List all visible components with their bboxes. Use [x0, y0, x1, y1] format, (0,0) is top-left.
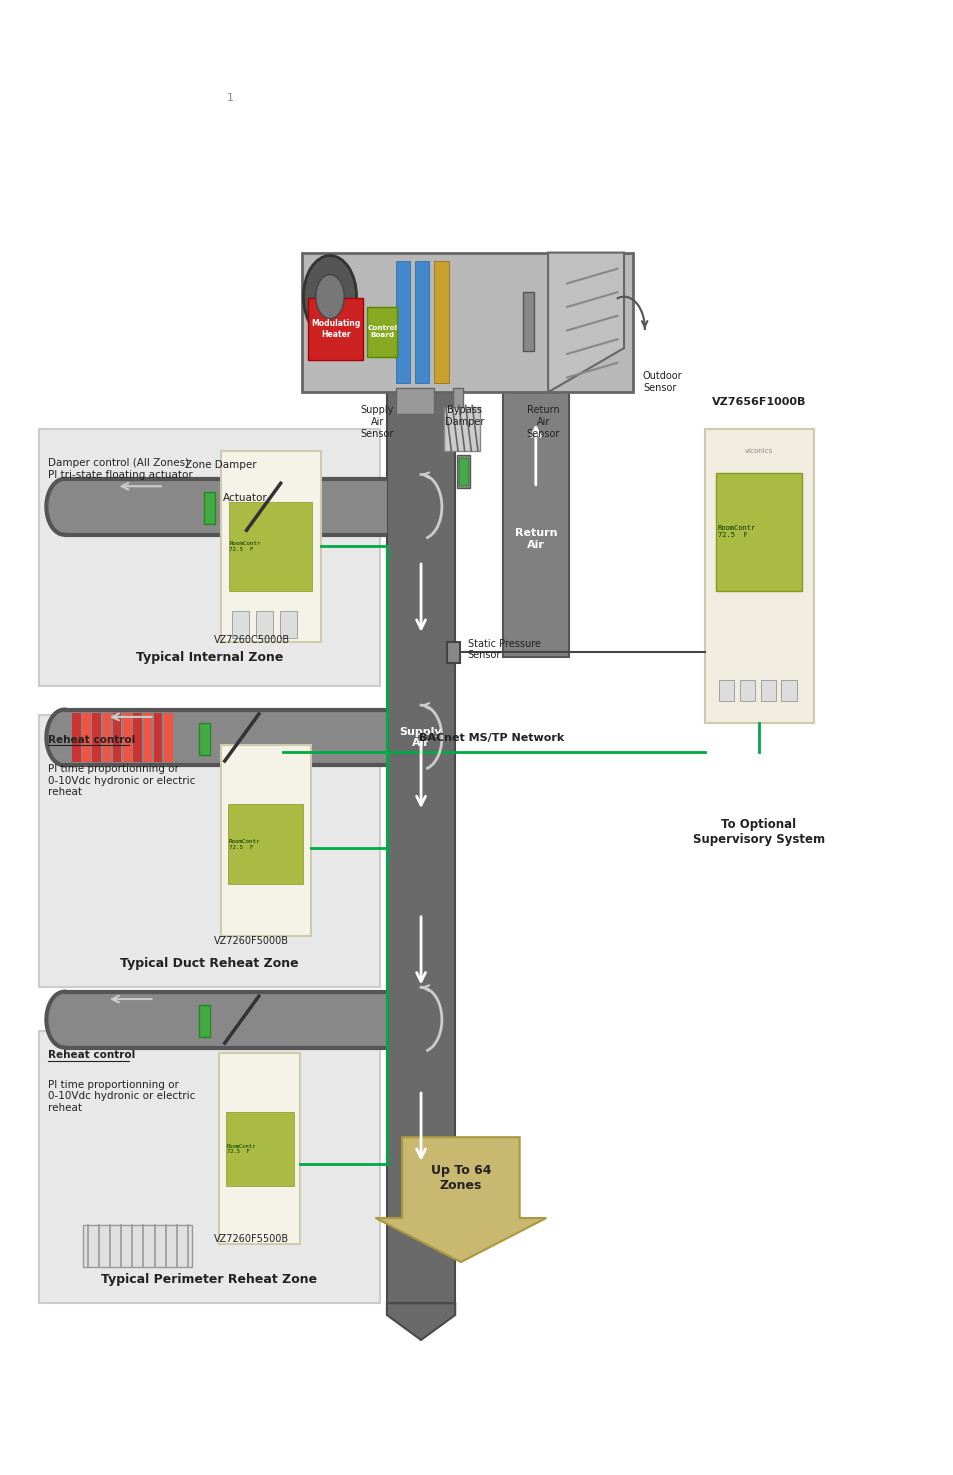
- Bar: [522, 292, 534, 351]
- Bar: [219, 1053, 299, 1245]
- Bar: [229, 503, 312, 590]
- Bar: [233, 611, 249, 637]
- Bar: [301, 252, 633, 392]
- Text: Typical Internal Zone: Typical Internal Zone: [135, 650, 283, 664]
- Text: Modulating
Heater: Modulating Heater: [311, 319, 360, 339]
- Text: Typical Perimeter Reheat Zone: Typical Perimeter Reheat Zone: [101, 1273, 317, 1286]
- Text: Typical Duct Reheat Zone: Typical Duct Reheat Zone: [120, 957, 298, 969]
- Text: VZ7656F1000B: VZ7656F1000B: [711, 397, 805, 407]
- Text: Static Pressure
Sensor: Static Pressure Sensor: [467, 639, 540, 661]
- Bar: [199, 1004, 211, 1037]
- Text: Bypass
Damper: Bypass Damper: [444, 406, 484, 426]
- Bar: [143, 712, 152, 763]
- Text: Control
Board: Control Board: [367, 326, 396, 338]
- Bar: [92, 712, 101, 763]
- Bar: [308, 298, 363, 360]
- Bar: [456, 456, 470, 488]
- Bar: [443, 407, 479, 451]
- Bar: [164, 712, 172, 763]
- Bar: [458, 459, 468, 485]
- Polygon shape: [548, 252, 623, 392]
- Bar: [228, 804, 303, 885]
- Bar: [39, 715, 380, 987]
- Text: To Optional
Supervisory System: To Optional Supervisory System: [692, 819, 824, 847]
- Bar: [204, 493, 215, 525]
- Bar: [226, 1112, 294, 1186]
- Text: RoomContr
72.5  F: RoomContr 72.5 F: [227, 1143, 255, 1155]
- Bar: [719, 680, 733, 701]
- Bar: [39, 429, 380, 686]
- Polygon shape: [47, 709, 65, 766]
- Text: Up To 64
Zones: Up To 64 Zones: [430, 1164, 491, 1192]
- Bar: [65, 991, 387, 1047]
- Bar: [82, 712, 91, 763]
- Text: viconics: viconics: [743, 448, 772, 454]
- Bar: [65, 709, 387, 766]
- Text: BACnet MS/TP Network: BACnet MS/TP Network: [418, 733, 563, 743]
- Bar: [395, 388, 434, 414]
- Text: Zone Damper: Zone Damper: [185, 460, 256, 471]
- Text: Supply
Air
Sensor: Supply Air Sensor: [360, 406, 394, 438]
- Bar: [221, 451, 320, 642]
- Text: Actuator: Actuator: [223, 493, 267, 503]
- Text: RoomContr
72.5  F: RoomContr 72.5 F: [229, 839, 260, 850]
- Polygon shape: [47, 991, 65, 1047]
- Text: PI time proportionning or
0-10Vdc hydronic or electric
reheat: PI time proportionning or 0-10Vdc hydron…: [49, 1080, 195, 1114]
- Bar: [387, 392, 455, 1304]
- Bar: [221, 745, 311, 935]
- Bar: [255, 611, 273, 637]
- Text: Damper control (All Zones)
PI tri-state floating actuator: Damper control (All Zones) PI tri-state …: [49, 459, 193, 479]
- Bar: [133, 712, 142, 763]
- Bar: [502, 392, 568, 656]
- Bar: [781, 680, 796, 701]
- Circle shape: [303, 255, 356, 338]
- Text: Supply
Air: Supply Air: [399, 727, 442, 748]
- Polygon shape: [375, 1137, 546, 1263]
- Polygon shape: [47, 479, 65, 535]
- Bar: [446, 642, 459, 662]
- Text: RoomContr
72.5  F: RoomContr 72.5 F: [718, 525, 756, 538]
- Bar: [279, 611, 296, 637]
- Bar: [123, 712, 132, 763]
- Text: Return
Air: Return Air: [514, 528, 557, 550]
- Bar: [112, 712, 121, 763]
- Text: RoomContr
72.5  F: RoomContr 72.5 F: [230, 541, 261, 552]
- Text: Outdoor
Sensor: Outdoor Sensor: [642, 372, 682, 392]
- Text: VZ7260F5500B: VZ7260F5500B: [214, 1235, 289, 1245]
- Bar: [760, 680, 775, 701]
- Bar: [367, 307, 396, 357]
- Bar: [103, 712, 112, 763]
- Bar: [739, 680, 754, 701]
- Bar: [453, 388, 462, 414]
- Bar: [716, 473, 801, 590]
- Bar: [153, 712, 162, 763]
- Bar: [415, 261, 428, 384]
- Text: VZ7260C5000B: VZ7260C5000B: [214, 634, 290, 645]
- Bar: [704, 429, 813, 723]
- Bar: [65, 479, 387, 535]
- Text: Return
Air
Sensor: Return Air Sensor: [526, 406, 559, 438]
- Bar: [83, 1226, 193, 1267]
- Bar: [71, 712, 80, 763]
- Bar: [395, 261, 409, 384]
- Bar: [199, 723, 211, 755]
- Text: 1: 1: [227, 93, 233, 103]
- Text: VZ7260F5000B: VZ7260F5000B: [214, 937, 289, 945]
- Polygon shape: [387, 1304, 455, 1339]
- Text: PI time proportionning or
0-10Vdc hydronic or electric
reheat: PI time proportionning or 0-10Vdc hydron…: [49, 764, 195, 797]
- Bar: [434, 261, 449, 384]
- Text: Reheat control: Reheat control: [49, 735, 135, 745]
- Circle shape: [315, 274, 344, 319]
- Bar: [39, 1031, 380, 1304]
- Text: Reheat control: Reheat control: [49, 1050, 135, 1061]
